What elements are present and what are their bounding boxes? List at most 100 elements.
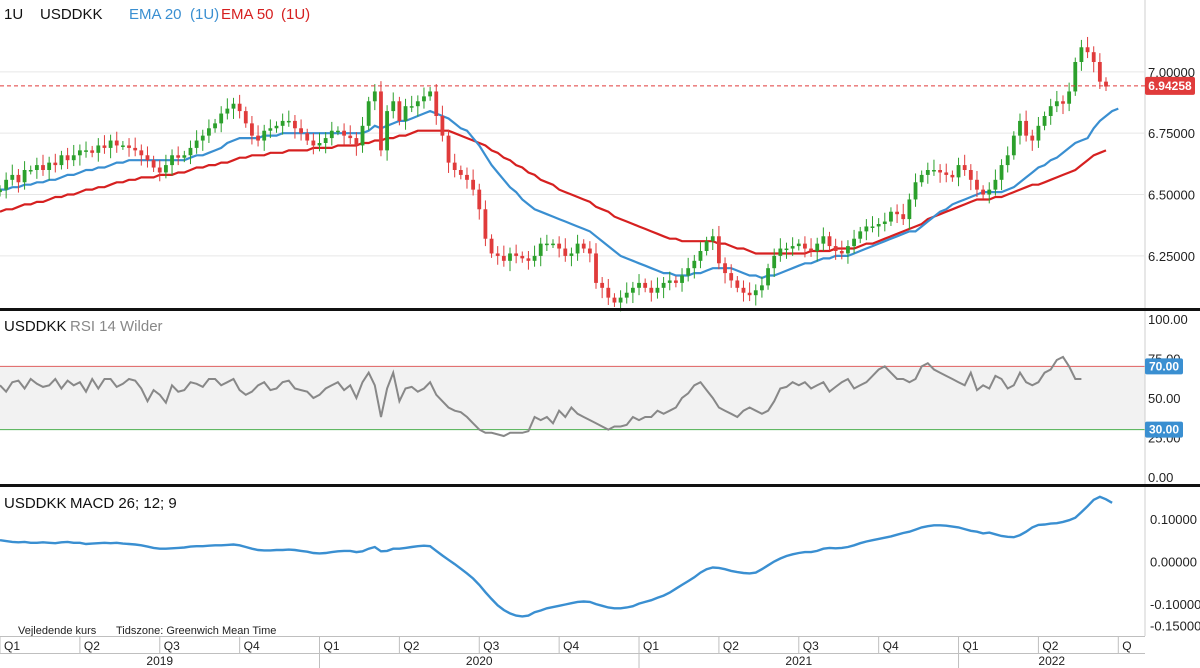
time-axis-bg [0,636,1200,668]
quarter-label: Q1 [4,639,20,653]
candle-body [612,297,617,303]
candle-body [852,238,856,247]
candle-body [1011,135,1016,156]
rsi-ytick-label: 100.00 [1148,312,1188,327]
candle-body [176,155,181,158]
candle-body [348,135,353,139]
panel-divider-2[interactable] [0,484,1200,487]
candle-body [760,285,764,291]
candle-body [809,248,813,251]
candle-body [90,150,95,153]
rsi-band [0,366,1145,430]
candle-body [286,120,291,123]
rsi-lower-badge: 30.00 [1145,421,1183,438]
year-label: 2019 [146,654,173,668]
time-axis[interactable]: Q1 Q2 Q3 Q4 Q1 Q2 Q3 Q4 Q1 Q2 Q3 Q4 Q1 Q2 Q 2019 2020 20… [0,636,1200,668]
quarter-label: Q4 [883,639,899,653]
candle-body [428,91,433,97]
price-y-axis: 7.00000 6.75000 6.50000 6.25000 [1148,65,1195,264]
candle-body [114,140,119,146]
candle-body [108,140,113,148]
year-label: 2021 [785,654,812,668]
candle-body [784,248,789,251]
candle-body [975,179,979,190]
macd-ytick-label: 0.10000 [1150,512,1197,527]
rsi-panel[interactable]: 100.00 75.00 50.00 25.00 0.00 70.00 30.0… [0,311,1188,485]
quarter-label: Q2 [723,639,739,653]
ema50-series [0,129,1107,255]
rsi-symbol-label: USDDKK [4,318,67,335]
candle-body [514,253,519,256]
candle-body [821,236,826,244]
ema50-legend-interval: (1U) [281,6,310,23]
year-label: 2022 [1038,654,1065,668]
candle-body [77,150,82,156]
candle-body [710,236,715,242]
macd-ytick-label: 0.00000 [1150,555,1197,570]
macd-ytick-label: -0.15000 [1150,618,1200,633]
candle-body [938,170,943,173]
candle-body [151,160,156,168]
candle-body [127,145,131,148]
quarter-label: Q1 [963,639,979,653]
candle-body [649,287,654,293]
quarter-label: Q4 [563,639,579,653]
candle-body [22,170,27,183]
candle-body [4,179,9,190]
quarter-label: Q2 [1042,639,1058,653]
quarter-label: Q3 [164,639,180,653]
macd-series [0,495,1113,618]
candle-body [385,111,390,151]
candle-body [723,263,727,274]
candle-body [575,243,580,254]
quarter-label: Q [1122,639,1131,653]
price-ytick-label: 6.75000 [1148,126,1195,141]
candle-body [839,251,844,254]
quarter-label: Q2 [84,639,100,653]
candle-body [354,138,359,146]
rsi-upper-level-label: 70.00 [1149,359,1179,373]
macd-panel[interactable]: 0.10000 0.00000 -0.10000 -0.15000 USDDKK… [0,487,1200,637]
candle-body [65,155,70,161]
rsi-y-axis: 100.00 75.00 50.00 25.00 0.00 [1148,312,1188,485]
candle-body [747,292,752,296]
candle-body [0,189,2,193]
candle-body [692,260,697,269]
candle-body [471,179,476,190]
candle-body [686,268,691,276]
candle-body [194,140,199,148]
candle-body [71,155,76,161]
price-panel[interactable]: 7.00000 6.75000 6.50000 6.25000 6.94258 … [0,0,1195,312]
candle-body [803,243,807,249]
candle-body [207,128,211,136]
candle-body [532,255,537,261]
candle-body [981,189,986,195]
candle-body [1091,52,1096,62]
candle-body [133,147,138,151]
candle-body [1030,135,1035,141]
candle-body [329,130,334,139]
candle-body [501,255,506,261]
candle-body [741,287,746,293]
candle-body [16,174,21,183]
rsi-legend: USDDKK RSI 14 Wilder [4,318,163,335]
candle-body [53,162,58,166]
year-labels: 2019 2020 2021 2022 [146,653,1065,668]
candle-body [336,130,340,133]
panel-divider-1[interactable] [0,308,1200,311]
candle-body [1061,101,1065,104]
candle-body [594,253,598,283]
candle-body [311,140,316,146]
candle-body [225,108,230,114]
candle-body [1036,125,1041,141]
candle-body [913,182,918,200]
year-label: 2020 [466,654,493,668]
candle-body [925,170,930,175]
candle-body [778,248,783,256]
candle-body [1085,47,1090,53]
guide-price-note: Vejledende kurs [18,625,97,637]
last-price-badge [1145,76,1195,95]
candle-body [796,243,801,247]
candle-body [495,253,500,256]
candle-body [735,280,740,288]
